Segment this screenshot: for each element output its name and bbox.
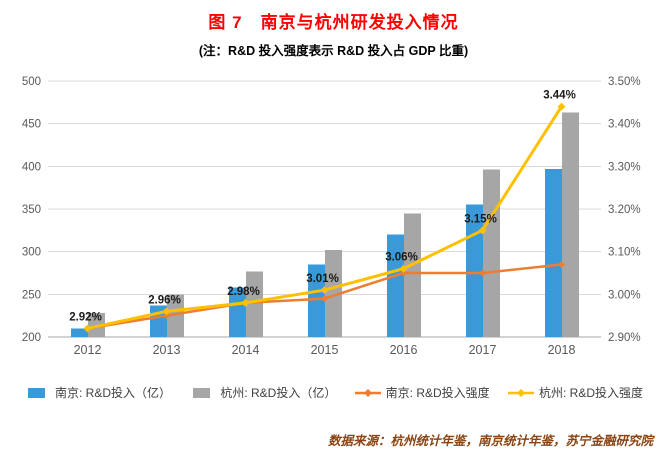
swatch <box>28 387 45 398</box>
swatch <box>193 387 211 398</box>
legend-label: 杭州: R&D投入（亿） <box>220 386 337 400</box>
bar <box>229 287 246 337</box>
axis-labels: 200 2.90% 250 3.00% 300 3.10% 350 3.20% 400 3.30%… <box>22 76 641 357</box>
x-axis-label: 2016 <box>390 343 418 357</box>
swatch-marker <box>516 388 525 397</box>
bar <box>246 271 263 337</box>
right-axis-tick: 3.10% <box>608 247 641 259</box>
right-axis-tick: 2.90% <box>608 332 641 344</box>
right-axis-tick: 3.00% <box>608 289 641 301</box>
data-labels: 2.92% 2.96% 2.98% 3.01% 3.06% 3.15% 3.44% <box>69 90 576 324</box>
data-label: 3.15% <box>464 213 497 225</box>
bar <box>167 294 184 337</box>
combo-chart: 200 2.90% 250 3.00% 300 3.10% 350 3.20% 400 3.30%… <box>0 67 667 374</box>
x-axis-label: 2015 <box>311 343 339 357</box>
legend-label: 南京: R&D投入强度 <box>385 386 490 400</box>
right-axis-tick: 3.30% <box>608 161 641 173</box>
swatch-marker <box>363 388 372 397</box>
legend-item: 杭州: R&D投入（亿） <box>189 384 336 401</box>
marker <box>399 264 408 273</box>
gridlines <box>48 80 601 338</box>
bar <box>545 168 562 337</box>
data-label: 3.44% <box>543 90 576 102</box>
legend-line-swatch <box>354 388 381 397</box>
legend-bar-swatch <box>193 387 211 398</box>
legend-label: 杭州: R&D投入强度 <box>538 386 643 400</box>
marker <box>400 269 407 277</box>
marker <box>321 295 328 303</box>
x-axis-label: 2018 <box>548 343 576 357</box>
bar <box>308 264 325 337</box>
data-label: 3.01% <box>306 273 339 285</box>
right-axis-tick: 3.40% <box>608 119 641 131</box>
bar <box>562 112 579 337</box>
legend-line-swatch <box>507 388 534 397</box>
marker <box>241 298 250 307</box>
legend-label: 南京: R&D投入（亿） <box>55 386 172 400</box>
chart-canvas: 200 2.90% 250 3.00% 300 3.10% 350 3.20% 400 3.30%… <box>22 76 641 357</box>
marker <box>557 102 566 111</box>
left-axis-tick: 400 <box>22 161 41 173</box>
right-axis-tick: 3.50% <box>608 76 641 88</box>
legend-item: 南京: R&D投入强度 <box>354 384 490 401</box>
marker <box>162 307 171 316</box>
figure-title: 图 7 南京与杭州研发投入情况 <box>208 13 459 32</box>
x-axis-label: 2017 <box>469 343 497 357</box>
data-label: 2.98% <box>227 286 260 298</box>
bar <box>404 213 421 337</box>
x-axis-label: 2014 <box>232 343 260 357</box>
marker <box>478 226 487 235</box>
markers-1 <box>83 102 566 333</box>
left-axis-tick: 500 <box>22 76 41 88</box>
marker <box>320 286 329 295</box>
right-axis-tick: 3.20% <box>608 204 641 216</box>
x-axis-label: 2013 <box>153 343 181 357</box>
data-label: 3.06% <box>385 252 418 264</box>
bar-series-1 <box>88 112 579 337</box>
legend-item: 杭州: R&D投入强度 <box>507 384 643 401</box>
figure-note: (注：R&D 投入强度表示 R&D 投入占 GDP 比重) <box>198 44 469 58</box>
marker <box>83 324 92 333</box>
left-axis-tick: 350 <box>22 204 41 216</box>
left-axis-tick: 200 <box>22 332 41 344</box>
marker <box>163 312 170 320</box>
bar <box>325 249 342 337</box>
left-axis-tick: 250 <box>22 289 41 301</box>
bar <box>483 169 500 337</box>
data-label: 2.96% <box>148 294 181 306</box>
data-label: 2.92% <box>69 311 102 323</box>
left-axis-tick: 450 <box>22 119 41 131</box>
bar <box>387 234 404 337</box>
x-axis-label: 2012 <box>74 343 102 357</box>
left-axis-tick: 300 <box>22 247 41 259</box>
legend-bar-swatch <box>28 387 45 398</box>
legend-item: 南京: R&D投入（亿） <box>24 384 171 401</box>
marker <box>558 260 565 268</box>
legend: 南京: R&D投入（亿） 杭州: R&D投入（亿） 南京: R&D投入强度 杭州: R… <box>0 384 667 401</box>
data-source: 数据来源：杭州统计年鉴，南京统计年鉴，苏宁金融研究院 <box>327 434 653 448</box>
bar <box>71 328 88 337</box>
marker <box>479 269 486 277</box>
